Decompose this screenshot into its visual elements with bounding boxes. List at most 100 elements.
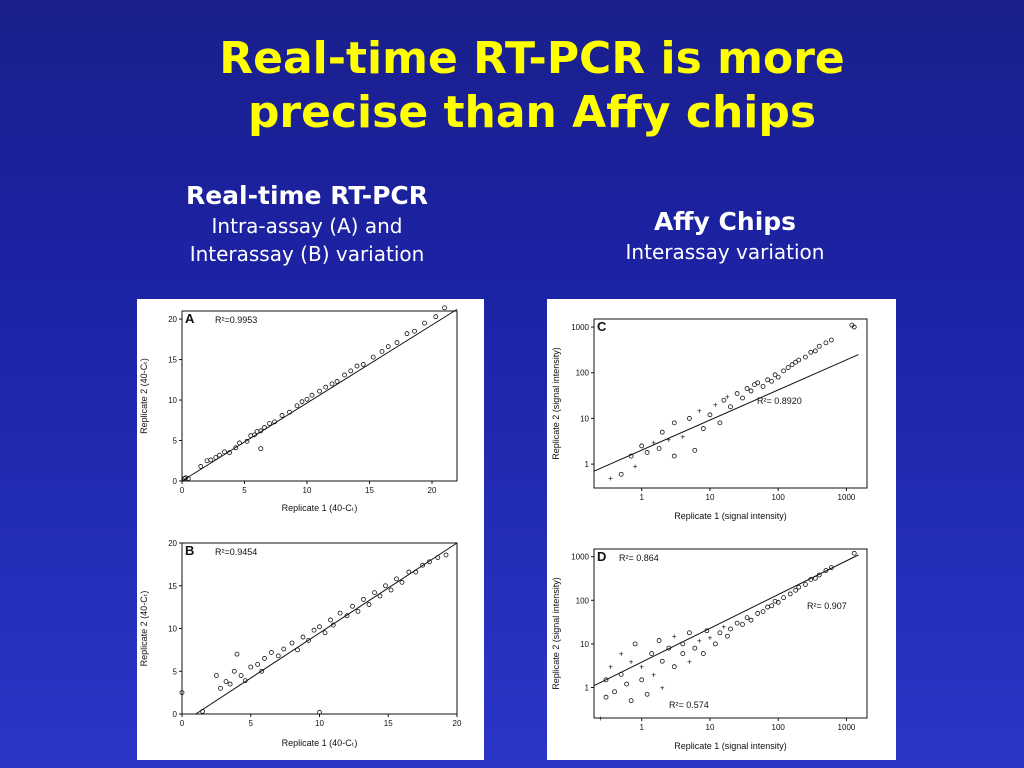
panel-b-point [268,650,274,655]
panel-a-point [354,363,360,369]
panel-a-point [329,381,335,387]
panel-b-point [218,685,223,691]
panel-d-x-tick-label: 100 [772,723,786,732]
panel-d-point [659,658,665,664]
panel-b-point [238,673,244,678]
panel-b-point [289,640,295,646]
panel-a-point [198,464,204,469]
panel-a-x-tick-label: 0 [180,486,185,495]
panel-a-y-axis-label: Replicate 2 (40-Cₜ) [139,358,149,434]
panel-b-point [413,569,419,575]
panel-b-point [355,608,361,614]
slide-title: Real-time RT-PCR is more precise than Af… [0,32,1024,140]
panel-d-point: + [660,684,665,693]
panel-d-point [700,651,706,656]
panel-c-point [781,368,787,374]
panel-c-y-tick-label: 1 [585,460,590,469]
panel-d-point [760,609,766,615]
panel-d-point [787,591,793,597]
panel-b-point [435,555,441,560]
panel-c-fit-line [593,354,859,472]
panel-b-point [227,681,233,687]
panel-b-point [344,613,350,619]
panel-d-point [740,622,745,627]
panel-d-point [781,595,787,601]
panel-b-point [394,576,399,582]
panel-d-x-tick-label: 1 [639,723,644,732]
panel-a-point [287,409,292,415]
panel-d-point [603,677,609,683]
left-figure-panel: 0 5 10 15 20 0 5 10 15 20 Replicate 1 (40-Cₜ) Repli… [137,299,484,760]
panel-c-point: + [651,438,656,447]
panel-d-point [618,671,624,677]
panel-d-point [724,633,730,639]
panel-c-point [721,397,727,403]
panel-b-point [300,634,306,640]
panel-c-point [823,340,829,346]
panel-c-point [775,374,781,380]
panel-c-point [687,416,692,421]
panel-c-point [717,420,723,426]
panel-b-point [259,668,265,674]
panel-d-point [666,645,672,651]
panel-b-y-tick-label: 15 [168,582,177,591]
panel-a-point [222,449,227,455]
panel-c-x-tick-label: 100 [772,493,786,502]
panel-c-point [671,420,677,426]
panel-c-frame [593,318,868,489]
right-column-heading: Affy Chips Interassay variation [548,206,902,266]
panel-c-point [644,450,650,455]
panel-a-point [309,392,315,398]
panel-b-point [372,590,377,595]
panel-d-point [769,603,774,609]
panel-b-x-tick-label: 5 [249,719,254,728]
panel-c-point [659,429,665,435]
panel-b-point [317,709,322,715]
panel-a-point [334,379,340,384]
right-figure-svg: 1 10 100 1000 1 10 100 1000 Replicate 1 (signal … [551,318,868,751]
panel-a-point [262,425,267,430]
panel-c-point [728,404,733,410]
panel-d-point: + [598,714,603,723]
panel-c-x-tick-label: 1 [639,493,644,502]
panel-a-y-tick-label: 15 [168,356,177,365]
panel-b-point [330,622,336,628]
panel-d-point: + [629,657,634,666]
panel-a-point [412,328,417,334]
panel-d-point [802,582,808,587]
panel-a-y-tick-label: 10 [168,396,177,405]
panel-a-point [279,413,285,418]
panel-d-point [680,641,686,647]
panel-a-x-axis-label: Replicate 1 (40-Cₜ) [282,503,358,513]
panel-c-point [816,343,822,349]
panel-d-point [712,641,718,647]
panel-d-point [671,664,677,670]
left-subheading-1: Intra-assay (A) and [211,214,403,238]
panel-a-point [208,457,214,463]
panel-b-point [328,617,333,623]
panel-d-point [816,572,822,578]
panel-d-point [748,617,754,623]
panel-c-point: + [697,406,702,415]
panel-c-point [692,447,698,453]
panel-d-y-tick-label: 1 [585,684,590,693]
panel-d-panel-letter: D [597,549,606,564]
panel-b-y-tick-label: 5 [173,667,178,676]
panel-a-x-tick-label: 15 [365,486,374,495]
panel-b-point [366,602,372,607]
panel-a-point [272,419,277,425]
panel-d-y-tick-label: 10 [580,640,589,649]
panel-a-point [379,349,385,354]
panel-a-point [299,399,305,405]
panel-b-x-tick-label: 20 [453,719,462,728]
panel-c-x-tick-label: 1000 [838,493,856,502]
panel-d-point: + [708,634,713,643]
panel-a-frame [181,310,458,482]
panel-b-point [322,630,328,636]
panel-b-y-tick-label: 20 [168,539,177,548]
panel-a-point [183,475,189,481]
panel-a-x-tick-label: 10 [303,486,312,495]
panel-a-point [204,458,210,464]
panel-b-y-tick-label: 10 [168,625,177,634]
panel-d-point [828,565,834,571]
